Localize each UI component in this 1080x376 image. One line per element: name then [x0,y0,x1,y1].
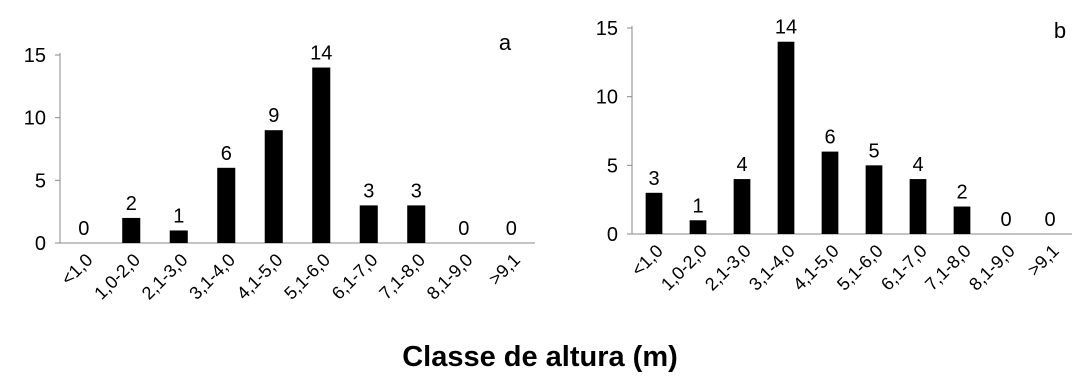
x-tick-label: 8,1-9,0 [423,250,477,304]
bar-7 [953,206,971,234]
panel-label: b [1054,18,1066,43]
x-tick-label: 1,0-2,0 [657,241,711,295]
data-label: 3 [363,180,374,202]
bar-5 [865,165,883,234]
data-label: 4 [736,154,747,176]
data-label: 6 [221,143,232,165]
data-label: 2 [126,193,137,215]
bar-2 [169,230,188,243]
x-tick-label: 1,0-2,0 [90,250,144,304]
y-tick-label: 0 [35,233,46,255]
bar-3 [777,41,795,234]
x-tick-label: 3,1-4,0 [745,241,799,295]
x-tick-label: 5,1-6,0 [280,250,334,304]
y-tick-label: 0 [607,224,618,246]
x-axis-title: Classe de altura (m) [402,341,678,373]
data-label: 1 [692,195,703,217]
y-tick-label: 15 [24,45,46,67]
data-label: 3 [648,168,659,190]
x-tick-label: 7,1-8,0 [921,241,975,295]
bar-1 [689,220,707,234]
bar-6 [359,205,378,243]
data-label: 3 [411,180,422,202]
data-label: 14 [310,43,332,65]
bar-5 [312,67,331,244]
data-label: 4 [912,154,923,176]
x-tick-label: 3,1-4,0 [185,250,239,304]
x-tick-label: 7,1-8,0 [375,250,429,304]
data-label: 0 [506,218,517,240]
y-tick-label: 15 [596,18,618,40]
chart-panel-b: 0 5 10 15 3 <1,0 1 1,0-2,0 4 2,1-3,0 14 3,1-4,0 6 4,1… [596,17,1072,295]
data-label: 1 [173,205,184,227]
y-tick-label: 5 [35,170,46,192]
bar-4 [264,130,283,243]
x-tick-label: 8,1-9,0 [965,241,1019,295]
x-tick-label: <1,0 [57,250,96,289]
data-label: 0 [458,218,469,240]
x-tick-label: >9,1 [1024,241,1063,280]
bar-7 [407,205,426,243]
bar-3 [217,167,236,243]
bar-0 [645,192,663,234]
y-tick-label: 10 [24,108,46,130]
x-tick-label: >9,1 [485,250,524,289]
x-tick-label: 4,1-5,0 [789,241,843,295]
x-tick-label: 6,1-7,0 [877,241,931,295]
x-tick-label: 5,1-6,0 [833,241,887,295]
data-label: 0 [1000,209,1011,231]
data-label: 0 [78,218,89,240]
y-tick-label: 5 [607,155,618,177]
bar-1 [122,217,141,243]
data-label: 9 [268,105,279,127]
bar-4 [821,151,839,234]
x-tick-label: 6,1-7,0 [328,250,382,304]
x-tick-label: 2,1-3,0 [701,241,755,295]
bar-2 [733,179,751,234]
x-tick-label: 4,1-5,0 [233,250,287,304]
data-label: 14 [775,17,797,39]
data-label: 6 [824,127,835,149]
y-tick-label: 10 [596,87,618,109]
chart-panel-a: 0 5 10 15 0 <1,0 2 1,0-2,0 1 2,1-3,0 6 3,1-4,0 9 4,1-… [24,30,535,303]
panel-label: a [499,30,512,55]
data-label: 5 [868,140,879,162]
x-tick-label: 2,1-3,0 [138,250,192,304]
x-tick-label: <1,0 [628,241,667,280]
data-label: 2 [956,182,967,204]
data-label: 0 [1044,209,1055,231]
bar-6 [909,179,927,234]
